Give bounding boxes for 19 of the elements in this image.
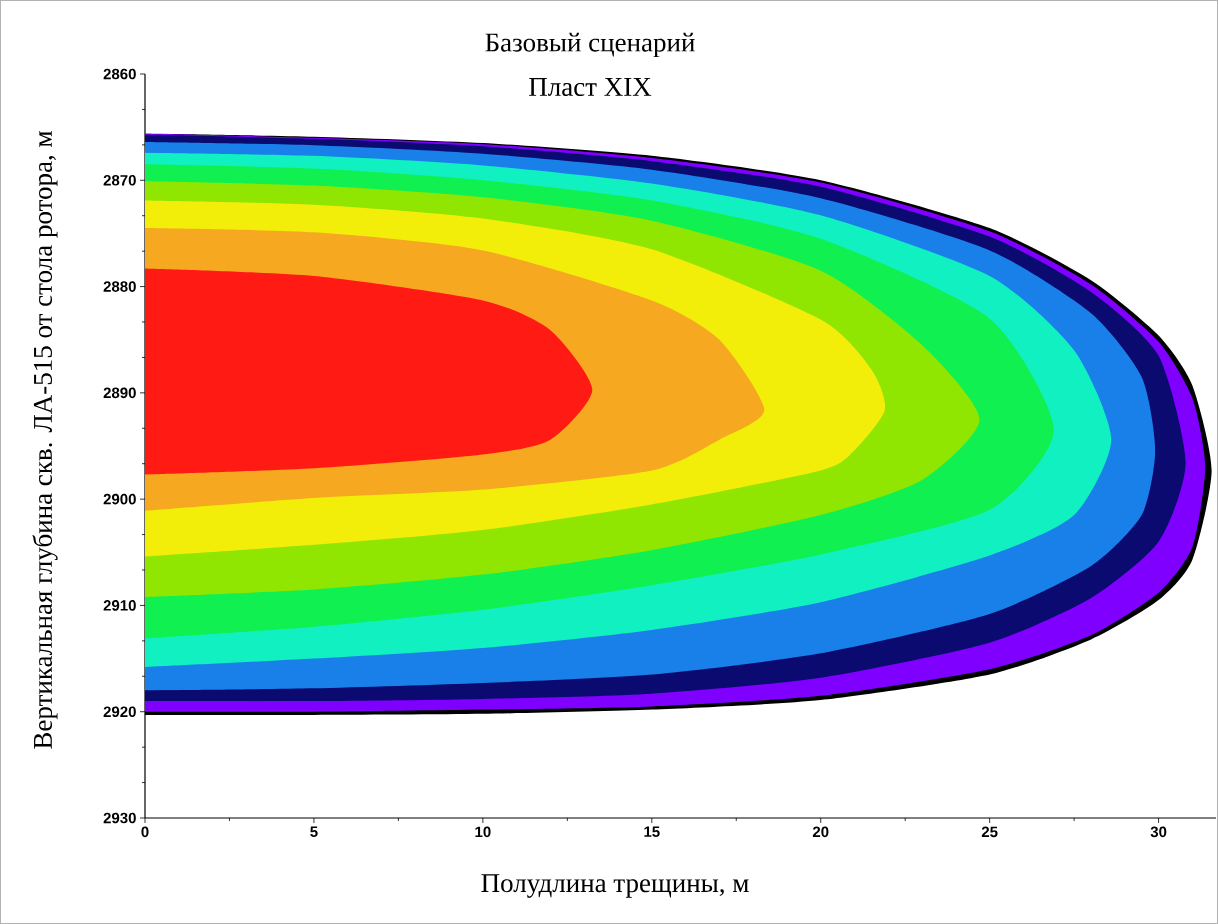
x-tick-label: 10 (475, 826, 491, 838)
x-tick-label: 0 (141, 826, 149, 838)
x-tick-label: 5 (310, 826, 318, 837)
x-axis-title: Полудлина трещины, м (481, 874, 749, 898)
chart-subtitle: Пласт XIX (529, 78, 652, 96)
chart-title: Базовый сценарий (485, 32, 695, 58)
x-tick-label: 30 (1150, 826, 1167, 838)
y-tick-label: 2880 (103, 281, 136, 292)
x-tick-label: 20 (812, 826, 829, 838)
x-tick-label: 25 (981, 826, 998, 838)
y-tick-label: 2890 (103, 387, 136, 399)
y-tick-label: 2910 (103, 600, 136, 611)
y-tick-label: 2930 (103, 812, 136, 824)
y-axis-title: Вертикальная глубина скв. ЛА-515 от стола ротора, м (32, 131, 58, 749)
x-tick-label: 15 (644, 826, 660, 837)
y-tick-label: 2870 (103, 174, 136, 186)
y-tick-label: 2900 (103, 493, 136, 505)
y-tick-label: 2920 (103, 706, 136, 718)
y-tick-label: 2860 (103, 68, 136, 80)
